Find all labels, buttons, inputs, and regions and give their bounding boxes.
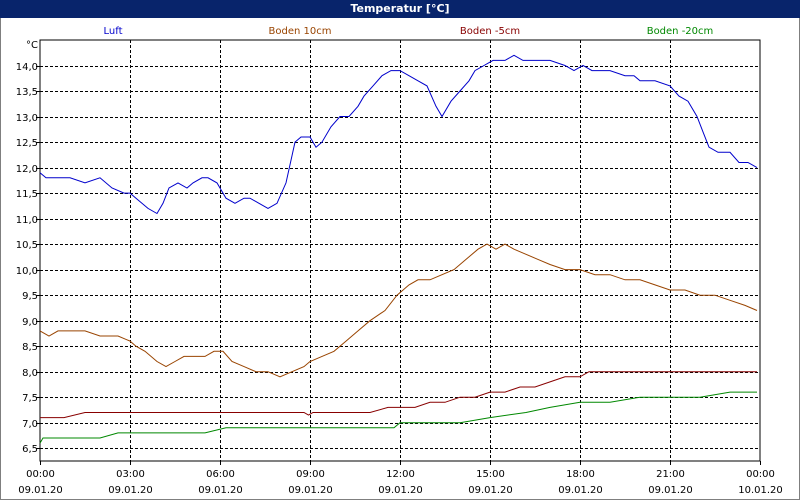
y-tick-label: 10,0: [16, 266, 38, 277]
x-tick-date-label: 09.01.20: [108, 485, 153, 496]
series-line-luft: [39, 54, 758, 215]
x-tick-time-label: 15:00: [476, 469, 505, 480]
y-tick-label: 10,5: [16, 240, 38, 251]
x-tick-time-label: 21:00: [656, 469, 685, 480]
legend-item: Boden 10cm: [269, 26, 332, 37]
y-tick-label: 11,0: [16, 215, 38, 226]
grid-lines: [40, 40, 760, 461]
x-tick-date-label: 10.01.20: [738, 485, 783, 496]
x-axis-ticks: 00:00 09.01.20 03:00 09.01.20 06:00 09.01.20 0…: [18, 461, 783, 496]
y-tick-label: 13,5: [16, 87, 38, 98]
y-tick-label: 6,5: [22, 444, 38, 455]
x-tick-time-label: 00:00: [26, 469, 55, 480]
y-tick-label: 12,5: [16, 138, 38, 149]
y-tick-label: 7,5: [22, 393, 38, 404]
y-tick-label: 13,0: [16, 113, 38, 124]
x-tick-date-label: 09.01.20: [468, 485, 513, 496]
x-tick-date-label: 09.01.20: [18, 485, 63, 496]
x-tick-time-label: 09:00: [296, 469, 325, 480]
series-lines: [39, 54, 758, 444]
y-tick-label: 9,5: [22, 291, 38, 302]
legend-item: Luft: [104, 26, 123, 37]
legend-item: Boden -5cm: [460, 26, 520, 37]
y-tick-label: 12,0: [16, 164, 38, 175]
series-line-boden-20cm: [39, 391, 757, 444]
x-tick-date-label: 09.01.20: [288, 485, 333, 496]
series-line-boden-5cm: [40, 371, 757, 419]
x-tick-time-label: 00:00: [746, 469, 775, 480]
y-axis-unit-label: °C: [26, 40, 38, 51]
x-tick-time-label: 18:00: [566, 469, 595, 480]
x-tick-date-label: 09.01.20: [558, 485, 603, 496]
y-tick-label: 7,0: [22, 419, 38, 430]
x-tick-time-label: 03:00: [116, 469, 145, 480]
x-tick-date-label: 09.01.20: [198, 485, 243, 496]
x-tick-time-label: 06:00: [206, 469, 235, 480]
chart-title: Temperatur [°C]: [0, 0, 800, 18]
y-tick-label: 8,5: [22, 342, 38, 353]
y-tick-label: 8,0: [22, 368, 38, 379]
y-tick-label: 9,0: [22, 317, 38, 328]
x-tick-time-label: 12:00: [386, 469, 415, 480]
legend-item: Boden -20cm: [647, 26, 714, 37]
y-tick-label: 14,0: [16, 62, 38, 73]
y-tick-label: 11,5: [16, 189, 38, 200]
x-tick-date-label: 09.01.20: [648, 485, 693, 496]
legend: Luft Boden 10cm Boden -5cm Boden -20cm: [104, 26, 714, 37]
y-axis-ticks: 14,0 13,5 13,0 12,5 12,0 11,5 11,0 10,5 10,0 9,5 9…: [16, 62, 40, 455]
x-tick-date-label: 09.01.20: [378, 485, 423, 496]
series-line-boden-10cm: [39, 243, 758, 378]
